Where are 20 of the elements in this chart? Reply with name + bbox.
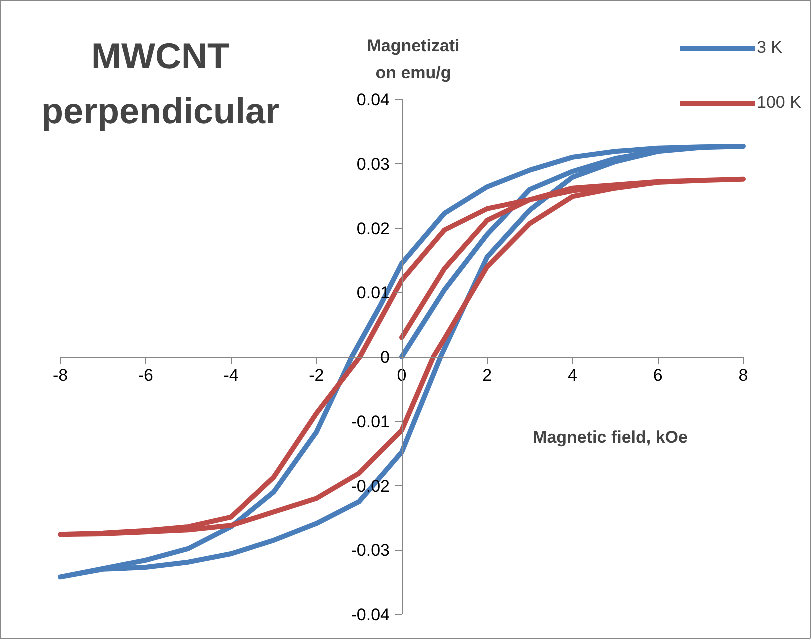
x-tick-label: -4 [224, 366, 239, 385]
y-tick-label: 0.04 [356, 90, 390, 110]
x-axis-title: Magnetic field, kOe [533, 428, 688, 447]
chart-title: MWCNT perpendicular [41, 35, 280, 132]
legend-label: 3 K [757, 38, 783, 58]
x-tick-label: 8 [738, 366, 748, 385]
x-tick-label: -8 [52, 366, 68, 385]
x-tick-label: 4 [568, 366, 578, 385]
y-tick-label: 0.03 [356, 154, 390, 174]
y-tick-label: -0.04 [351, 606, 390, 624]
x-tick-label: 6 [653, 366, 663, 385]
y-tick-label: 0.02 [356, 219, 390, 238]
x-tick-label: 2 [482, 366, 492, 385]
x-tick-label: -2 [309, 366, 324, 385]
x-tick-label: -6 [138, 366, 154, 385]
y-tick-label: 0 [380, 348, 390, 367]
y-axis-title: Magnetizati on emu/g [367, 36, 460, 82]
y-tick-label: -0.01 [351, 412, 390, 432]
y-tick-label: -0.03 [351, 541, 390, 560]
legend-label: 100 K [757, 93, 802, 113]
